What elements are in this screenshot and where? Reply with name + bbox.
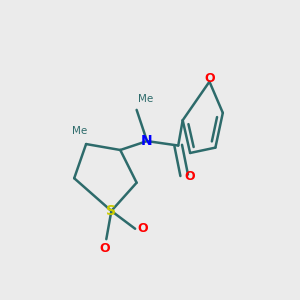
Text: O: O	[185, 170, 195, 183]
Text: Me: Me	[72, 126, 88, 136]
Text: S: S	[106, 204, 116, 218]
Text: O: O	[204, 72, 215, 85]
Text: O: O	[137, 222, 148, 235]
Text: N: N	[141, 134, 153, 148]
Text: O: O	[100, 242, 110, 255]
Text: Me: Me	[138, 94, 153, 104]
